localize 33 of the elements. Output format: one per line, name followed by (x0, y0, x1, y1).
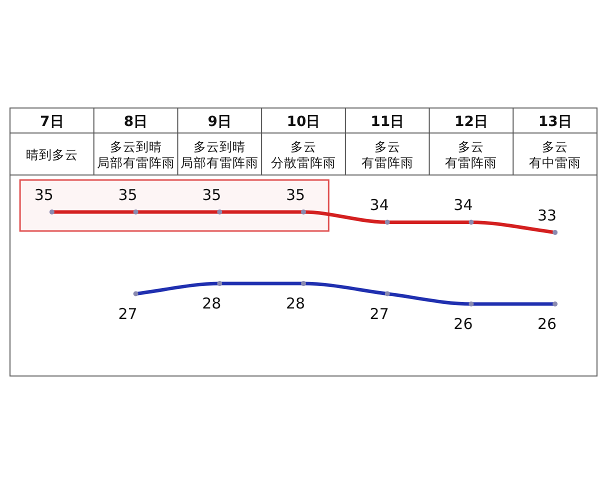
data-label: 34 (370, 196, 389, 214)
data-label: 35 (34, 186, 54, 204)
x-tick-label: 12日 (454, 114, 488, 130)
text: 有雷阵雨 (361, 155, 414, 170)
text: 分散雷阵雨 (271, 155, 336, 170)
text: 多云到晴 (194, 139, 246, 154)
text: 多云 (290, 139, 316, 154)
text: 晴到多云 (26, 147, 78, 162)
data-label: 35 (118, 186, 138, 204)
x-tick-label: 10日 (286, 114, 320, 130)
x-tick-label: 9日 (208, 114, 232, 130)
text: 局部有雷阵雨 (180, 155, 259, 170)
data-label: 35 (286, 186, 306, 204)
x-tick-label: 8日 (124, 114, 148, 130)
text: 多云到晴 (110, 139, 162, 154)
data-label: 27 (118, 304, 138, 323)
x-tick-label: 11日 (370, 114, 404, 130)
text: 局部有雷阵雨 (96, 155, 175, 170)
data-label: 34 (454, 196, 473, 214)
data-label: 33 (538, 206, 557, 224)
text: 多云 (374, 139, 400, 154)
x-tick-label: 13日 (538, 114, 572, 130)
data-label: 35 (202, 186, 222, 204)
data-label: 28 (286, 294, 306, 313)
text: 有雷阵雨 (445, 155, 498, 170)
x-tick-label: 7日 (40, 114, 64, 130)
data-label: 26 (538, 315, 557, 333)
data-label: 26 (454, 315, 473, 333)
text: 有中雷雨 (529, 155, 582, 170)
data-label: 27 (370, 304, 389, 323)
data-label: 28 (202, 294, 222, 313)
text: 多云 (542, 139, 568, 154)
text: 多云 (458, 139, 484, 154)
